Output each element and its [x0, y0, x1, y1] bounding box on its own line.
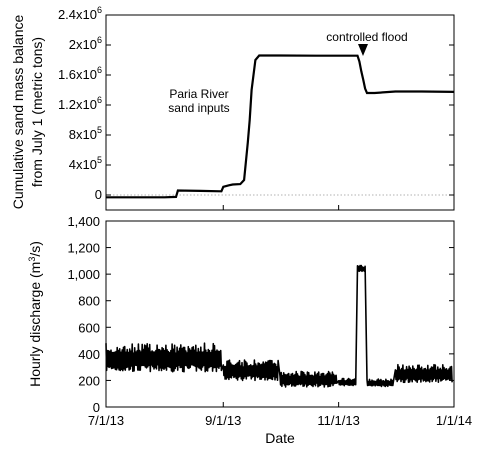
mass-balance-y-tick-label: 8x105	[69, 125, 102, 142]
discharge-y-tick-label: 200	[78, 373, 100, 388]
discharge-y-tick-label: 800	[78, 294, 100, 309]
discharge-series-line	[105, 264, 453, 388]
mass-balance-y-tick-label: 4x105	[69, 155, 102, 172]
mass-balance-panel: 0 4x105 8x105 1.2x106 1.6x106 2x106 2.4x106 Cu…	[10, 5, 455, 211]
mass-balance-x-ticks	[105, 205, 455, 210]
discharge-ylabel-sup: 3	[27, 257, 37, 262]
controlled-flood-annotation: controlled flood	[326, 30, 407, 44]
mass-balance-y-tick-label: 2x106	[69, 35, 102, 52]
paria-annotation-line1: Paria River	[169, 87, 228, 101]
discharge-y-tick-label: 600	[78, 320, 100, 335]
discharge-x-tick-label: 1/1/14	[436, 413, 472, 428]
discharge-x-tick-label: 11/1/13	[317, 413, 359, 428]
discharge-panel: 0 200 400 600 800 1,000 1,200 1,400 7/1/13 9/1/1…	[27, 214, 472, 446]
discharge-y-tick-label: 400	[78, 347, 100, 362]
mass-balance-ylabel-line2: from July 1 (metric tons)	[29, 37, 45, 187]
mass-balance-y-tick-label: 0	[95, 187, 102, 202]
mass-balance-y-tick-label: 2.4x106	[58, 5, 102, 22]
discharge-ylabel-end: /s)	[27, 241, 43, 257]
discharge-series	[105, 264, 453, 388]
mass-balance-series-line	[106, 54, 455, 199]
mass-balance-y-tick-label: 1.6x106	[58, 65, 102, 82]
discharge-y-tick-label: 1,000	[67, 267, 100, 282]
discharge-frame	[105, 220, 455, 408]
discharge-y-tick-label: 1,400	[67, 214, 100, 229]
discharge-y-tick-label: 0	[93, 400, 100, 415]
discharge-xlabel: Date	[265, 430, 295, 446]
discharge-x-ticks: 7/1/13 9/1/13 11/1/13 1/1/14	[88, 402, 472, 428]
discharge-y-ticks: 0 200 400 600 800 1,000 1,200 1,400	[67, 214, 454, 415]
controlled-flood-marker	[358, 44, 368, 56]
discharge-y-tick-label: 1,200	[67, 241, 100, 256]
discharge-x-tick-label: 7/1/13	[88, 413, 124, 428]
paria-annotation-line2: sand inputs	[168, 101, 229, 115]
discharge-ylabel: Hourly discharge (m3/s)	[27, 241, 43, 387]
mass-balance-frame	[105, 14, 455, 211]
discharge-x-tick-label: 9/1/13	[205, 413, 241, 428]
mass-balance-ylabel-line1: Cumulative sand mass balance	[10, 15, 26, 210]
discharge-ylabel-main: Hourly discharge (m	[27, 262, 43, 387]
mass-balance-y-ticks: 0 4x105 8x105 1.2x106 1.6x106 2x106 2.4x106	[58, 5, 454, 202]
mass-balance-y-tick-label: 1.2x106	[58, 95, 102, 112]
